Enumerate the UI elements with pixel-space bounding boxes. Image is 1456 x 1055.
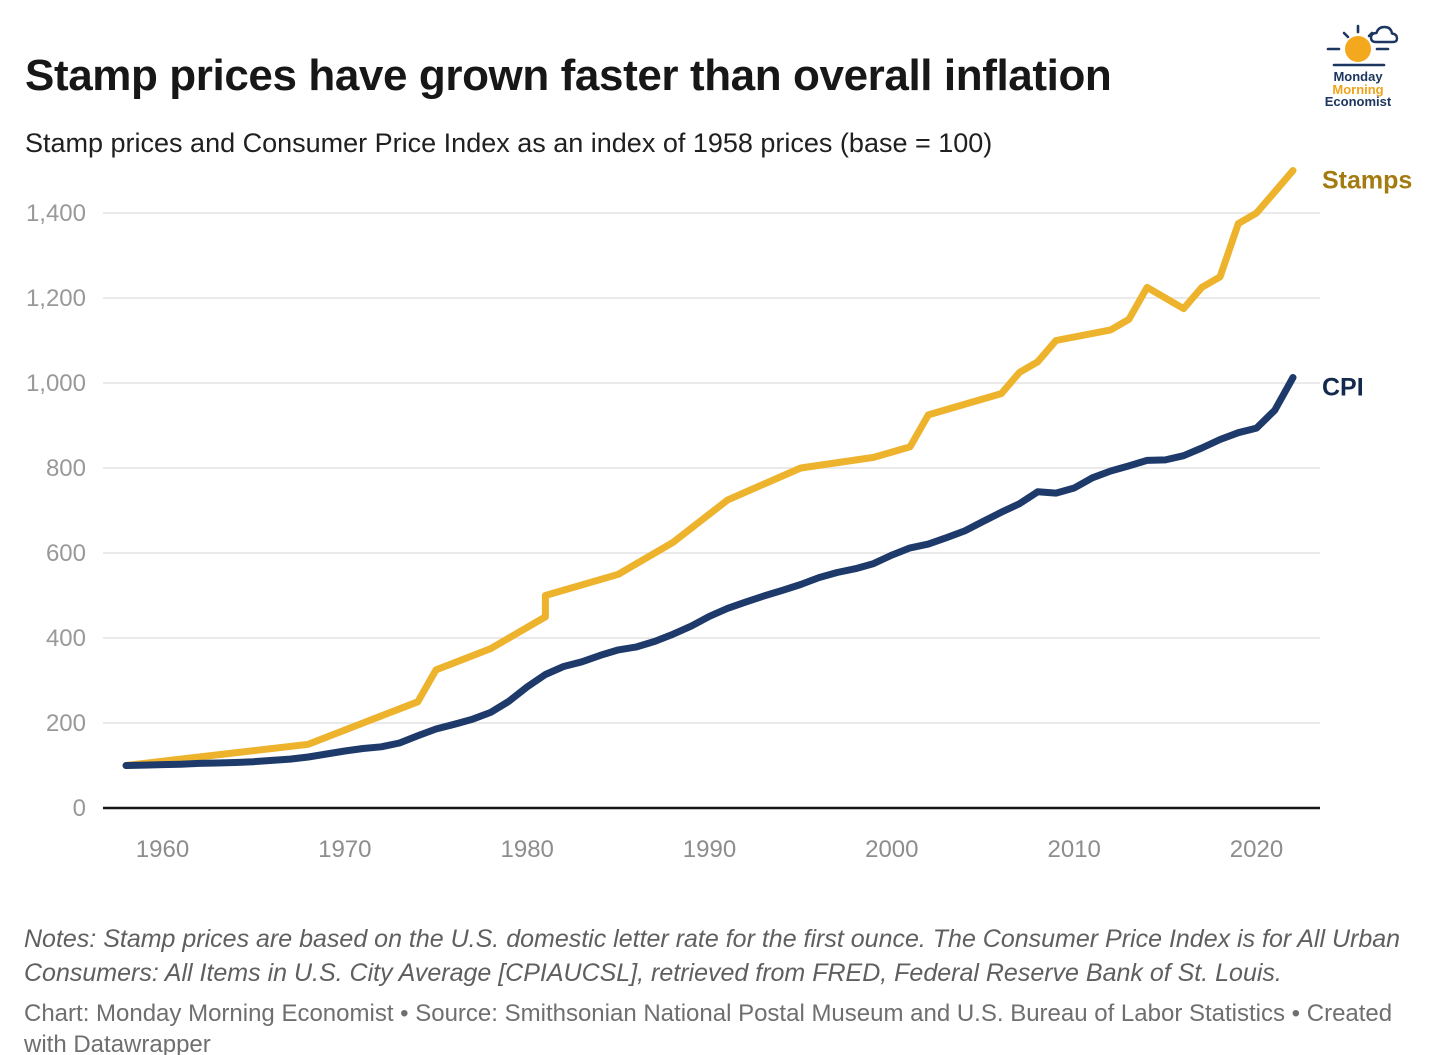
chart-svg: 0 200 400 600 800 1,000 1,200 1,400 1960 1970 1980… — [26, 167, 1412, 864]
series-label-stamps: Stamps — [1322, 167, 1412, 195]
page-title: Stamp prices have grown faster than over… — [25, 51, 1112, 101]
x-tick-label: 2010 — [1048, 836, 1101, 863]
x-tick-label: 1960 — [136, 836, 189, 863]
stamps-line — [122, 167, 1297, 769]
y-tick-label: 1,000 — [26, 370, 86, 397]
y-tick-label: 0 — [73, 795, 86, 822]
y-tick-label: 800 — [46, 455, 86, 482]
sun-icon — [1345, 36, 1371, 62]
logo-word-monday: Monday — [1333, 69, 1383, 84]
logo-word-morning: Morning — [1332, 82, 1383, 97]
x-tick-label: 2020 — [1230, 836, 1283, 863]
cloud-icon — [1369, 25, 1399, 44]
series-label-cpi: CPI — [1322, 374, 1364, 402]
chart-source-caption: Chart: Monday Morning Economist • Source… — [24, 1000, 1393, 1055]
y-tick-label: 400 — [46, 625, 86, 652]
chart-notes: Notes: Stamp prices are based on the U.S… — [24, 925, 1401, 987]
x-tick-label: 2000 — [865, 836, 918, 863]
y-tick-label: 200 — [46, 710, 86, 737]
cpi-line — [122, 374, 1297, 769]
x-tick-label: 1980 — [501, 836, 554, 863]
monday-morning-economist-logo: Monday Morning Economist — [1325, 24, 1399, 109]
x-tick-label: 1990 — [683, 836, 736, 863]
x-tick-label: 1970 — [318, 836, 371, 863]
y-tick-label: 1,400 — [26, 200, 86, 227]
y-tick-label: 600 — [46, 540, 86, 567]
y-tick-label: 1,200 — [26, 285, 86, 312]
page-subtitle: Stamp prices and Consumer Price Index as… — [25, 128, 993, 158]
sun-ray-upper-left — [1342, 31, 1350, 39]
logo-word-economist: Economist — [1325, 94, 1392, 109]
